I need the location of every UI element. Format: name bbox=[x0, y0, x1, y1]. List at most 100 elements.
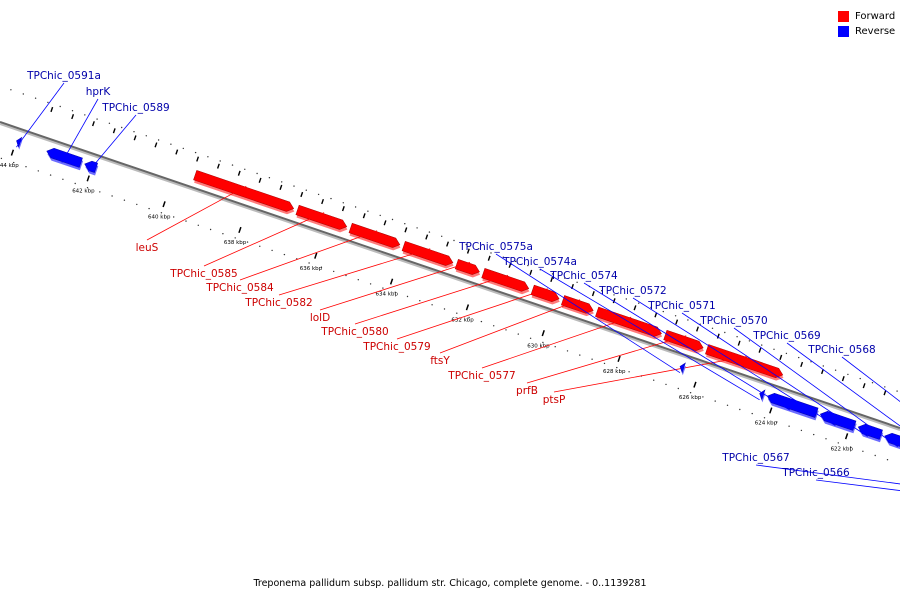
guide-dot-upper bbox=[480, 320, 483, 323]
gene-label: TPChic_0572 bbox=[598, 285, 666, 297]
scale-tick bbox=[693, 381, 697, 388]
scale-tick bbox=[314, 252, 318, 259]
guide-dot-lower bbox=[650, 306, 652, 309]
gene-label: TPChic_0582 bbox=[244, 297, 312, 309]
minor-tick bbox=[737, 340, 741, 346]
guide-dot-upper bbox=[62, 178, 64, 180]
guide-dot-upper bbox=[49, 174, 52, 176]
reverse-gene-feature bbox=[16, 136, 23, 150]
gene-arrow bbox=[766, 392, 819, 418]
guide-dot-upper bbox=[197, 224, 199, 226]
guide-dot-lower bbox=[10, 89, 12, 91]
gene-arrow bbox=[295, 204, 348, 230]
guide-dot-upper bbox=[333, 270, 335, 273]
guide-dot-upper bbox=[628, 371, 630, 373]
reverse-gene-feature bbox=[759, 389, 766, 403]
gene-arrow bbox=[401, 240, 454, 266]
gene-label: TPChic_0569 bbox=[752, 330, 820, 342]
guide-dot-lower bbox=[453, 239, 455, 242]
gene-label: TPChic_0591a bbox=[26, 70, 101, 82]
guide-dot-upper bbox=[813, 433, 815, 436]
guide-dot-lower bbox=[145, 135, 147, 137]
scale-tick-label: 638 kbp bbox=[224, 240, 247, 246]
guide-dot-lower bbox=[281, 181, 283, 183]
gene-label: lolD bbox=[310, 312, 330, 324]
scale-tick-label: 636 kbp bbox=[300, 266, 323, 272]
scale-tick bbox=[389, 278, 394, 285]
guide-dot-upper bbox=[443, 308, 446, 310]
guide-dot-upper bbox=[874, 454, 876, 457]
guide-dot-upper bbox=[554, 346, 556, 348]
scale-tick-label: 634 kbp bbox=[376, 292, 399, 298]
guide-dot-upper bbox=[800, 429, 803, 432]
guide-dot-upper bbox=[825, 438, 827, 440]
guide-dot-upper bbox=[542, 341, 544, 344]
minor-tick bbox=[362, 213, 366, 219]
gene-arrow bbox=[679, 362, 686, 374]
gene-label: prfB bbox=[516, 385, 538, 397]
scale-tick-label: 644 kbp bbox=[0, 163, 19, 169]
minor-tick bbox=[91, 121, 95, 127]
minor-tick bbox=[612, 298, 616, 304]
minor-tick bbox=[529, 269, 533, 275]
gene-leader-line bbox=[396, 288, 548, 340]
minor-tick bbox=[633, 305, 637, 311]
guide-dot-upper bbox=[86, 187, 89, 189]
guide-dot-upper bbox=[99, 191, 101, 193]
guide-dot-lower bbox=[638, 302, 640, 304]
forward-gene-feature bbox=[705, 344, 784, 381]
genome-backbone bbox=[0, 121, 900, 429]
guide-dot-upper bbox=[776, 421, 778, 423]
guide-dot-upper bbox=[739, 408, 741, 411]
minor-tick bbox=[466, 248, 470, 254]
minor-tick bbox=[841, 376, 845, 382]
gene-arrow bbox=[819, 411, 857, 431]
gene-leader-line bbox=[815, 479, 900, 491]
legend-reverse-label: Reverse bbox=[855, 26, 896, 37]
guide-dot-upper bbox=[173, 216, 175, 218]
guide-dot-lower bbox=[59, 105, 61, 108]
minor-tick bbox=[321, 198, 325, 205]
gene-leader-line bbox=[786, 342, 900, 427]
gene-label: ptsP bbox=[543, 394, 566, 406]
minor-tick bbox=[758, 347, 762, 353]
scale-tick-label: 642 kbp bbox=[72, 189, 95, 195]
guide-dot-lower bbox=[810, 361, 812, 363]
scale-tick-label: 632 kbp bbox=[451, 318, 474, 324]
guide-dot-lower bbox=[22, 93, 24, 95]
minor-tick bbox=[654, 312, 658, 318]
minor-tick bbox=[487, 255, 491, 261]
guide-dot-upper bbox=[123, 199, 126, 201]
minor-tick bbox=[862, 383, 866, 389]
minor-tick bbox=[279, 184, 283, 190]
gene-shadow bbox=[17, 140, 23, 150]
gene-label: hprK bbox=[86, 86, 112, 98]
minor-tick bbox=[550, 276, 554, 283]
minor-tick bbox=[258, 177, 262, 183]
guide-dot-upper bbox=[493, 325, 495, 327]
guide-dot-upper bbox=[394, 291, 396, 293]
guide-dot-upper bbox=[320, 266, 323, 268]
guide-dot-upper bbox=[529, 337, 532, 339]
guide-dot-upper bbox=[222, 233, 224, 235]
gene-leader-line bbox=[841, 356, 900, 402]
forward-gene-feature bbox=[401, 240, 454, 269]
guide-dot-lower bbox=[354, 206, 357, 208]
gene-leader-line bbox=[583, 282, 791, 411]
guide-dot-upper bbox=[468, 316, 470, 319]
gene-label: TPChic_0584 bbox=[205, 282, 274, 294]
guide-dot-lower bbox=[121, 126, 123, 129]
forward-gene-feature bbox=[348, 222, 401, 251]
guide-dot-upper bbox=[751, 412, 753, 415]
guide-dot-upper bbox=[160, 212, 163, 214]
guide-dot-upper bbox=[517, 333, 519, 335]
map-caption: Treponema pallidum subsp. pallidum str. … bbox=[253, 578, 647, 589]
guide-dot-upper bbox=[0, 157, 3, 160]
scale-tick bbox=[844, 433, 849, 440]
guide-dot-upper bbox=[616, 366, 618, 369]
scale-tick bbox=[769, 407, 773, 414]
guide-dot-upper bbox=[37, 170, 39, 172]
guide-dot-lower bbox=[736, 336, 738, 338]
guide-dot-upper bbox=[357, 279, 359, 281]
guide-dot-lower bbox=[711, 327, 714, 329]
